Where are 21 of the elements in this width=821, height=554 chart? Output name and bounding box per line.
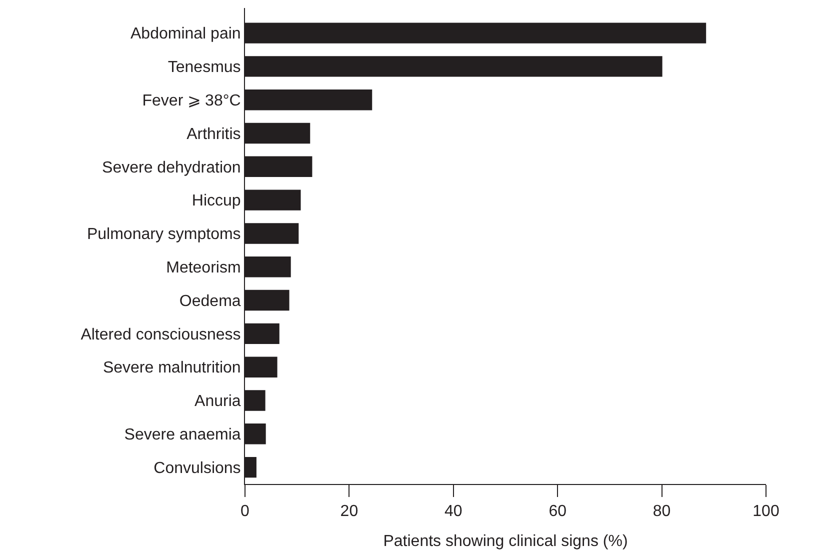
x-tick-label: 80 <box>652 503 671 520</box>
y-tick-label: Meteorism <box>166 259 241 276</box>
y-tick-label: Tenesmus <box>168 59 241 76</box>
x-tick-label: 60 <box>548 503 567 520</box>
y-tick-label: Arthritis <box>186 126 241 143</box>
x-tick-label: 0 <box>240 503 250 520</box>
y-tick-label: Severe anaemia <box>124 426 241 444</box>
y-tick-label: Abdominal pain <box>130 26 241 43</box>
y-tick-label: Anuria <box>194 393 241 410</box>
x-tick-label: 40 <box>444 503 462 520</box>
y-tick-label: Hiccup <box>192 192 241 210</box>
y-tick-label: Altered consciousness <box>80 326 241 344</box>
x-axis-title: Patients showing clinical signs (%) <box>383 532 628 550</box>
y-tick-label: Severe malnutrition <box>102 360 241 377</box>
y-tick-label: Convulsions <box>154 460 241 477</box>
y-tick-label: Severe dehydration <box>102 159 241 176</box>
x-tick-label: 100 <box>752 503 780 520</box>
x-tick-label: 20 <box>340 503 358 520</box>
y-tick-label: Fever ⩾ 38°C <box>142 92 241 110</box>
y-tick-label: Oedema <box>179 292 241 310</box>
y-tick-label: Pulmonary symptoms <box>86 226 241 244</box>
